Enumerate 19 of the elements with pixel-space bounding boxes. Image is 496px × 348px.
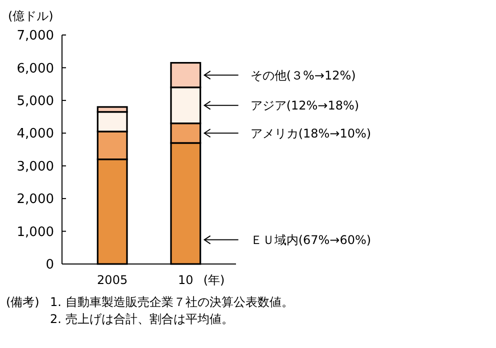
x-tick-label: 10 [178,273,194,287]
text: 1. 自動車製造販売企業７社の決算公表数値。 [50,295,294,309]
y-tick-label: 6,000 [16,61,54,76]
text: (備考) [6,295,40,309]
y-tick-label: 2,000 [16,192,54,208]
y-tick-label: 0 [46,258,54,273]
text: 2. 売上げは合計、割合は平均値。 [50,312,234,326]
legend-label: ＥＵ域内(67%→60%) [250,232,372,247]
legend-label: その他(３%→12%) [250,68,356,82]
y-tick-label: 3,000 [16,159,54,174]
x-axis-title: (年) [203,273,225,287]
legend-label: アジア(12%→18%) [250,98,360,113]
x-tick-label: 2005 [97,273,128,287]
y-tick-label: 4,000 [16,126,54,142]
y-tick-label: 7,000 [16,28,54,44]
legend-label: アメリカ(18%→10%) [250,126,372,140]
y-axis-title: (億ドル) [8,9,54,23]
y-tick-label: 5,000 [16,94,54,109]
y-tick-label: 1,000 [16,224,54,240]
